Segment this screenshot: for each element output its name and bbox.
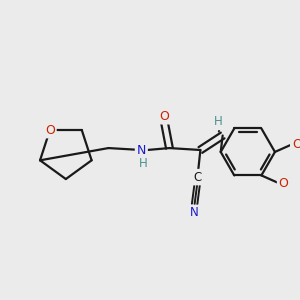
Text: O: O	[160, 110, 170, 123]
Text: H: H	[213, 116, 222, 128]
Text: N: N	[190, 206, 199, 219]
Text: C: C	[194, 171, 202, 184]
Text: O: O	[45, 124, 55, 136]
Text: O: O	[279, 177, 289, 190]
Text: H: H	[139, 157, 148, 170]
Text: O: O	[292, 138, 300, 151]
Text: N: N	[137, 143, 146, 157]
